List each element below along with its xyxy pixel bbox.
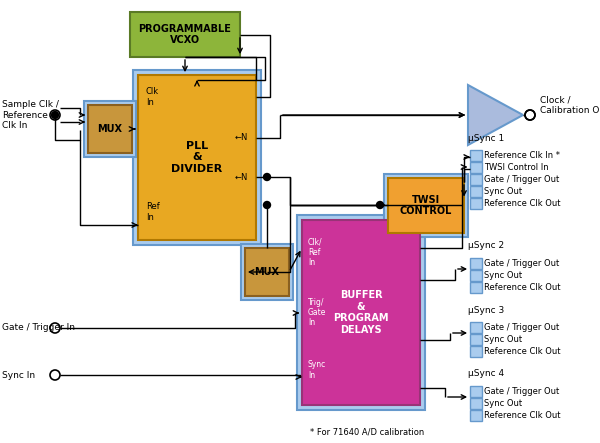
Bar	[470, 174, 482, 185]
Text: Gate / Trigger In: Gate / Trigger In	[2, 323, 75, 333]
Polygon shape	[468, 85, 523, 145]
Text: MUX: MUX	[97, 124, 122, 134]
Bar	[470, 334, 482, 345]
Bar	[133, 70, 261, 245]
Text: Trig/
Gate
In: Trig/ Gate In	[308, 298, 326, 327]
Bar	[470, 386, 482, 397]
Text: Sample Clk /
Reference
Clk In: Sample Clk / Reference Clk In	[2, 100, 59, 130]
Text: Reference Clk In *: Reference Clk In *	[484, 151, 560, 159]
Text: TWSI
CONTROL: TWSI CONTROL	[400, 195, 452, 216]
Text: Reference Clk Out: Reference Clk Out	[484, 283, 560, 291]
Text: Gate / Trigger Out: Gate / Trigger Out	[484, 323, 559, 331]
Text: Sync Out: Sync Out	[484, 187, 522, 195]
Bar	[138, 75, 256, 240]
Bar	[470, 282, 482, 293]
Text: ←N: ←N	[235, 173, 248, 182]
Text: BUFFER
&
PROGRAM
DELAYS: BUFFER & PROGRAM DELAYS	[333, 290, 389, 335]
Text: Sync Out: Sync Out	[484, 334, 522, 343]
Bar	[470, 410, 482, 421]
Bar	[88, 105, 132, 153]
Text: Reference Clk Out: Reference Clk Out	[484, 198, 560, 207]
Text: * For 71640 A/D calibration: * For 71640 A/D calibration	[310, 427, 424, 436]
Circle shape	[52, 112, 59, 118]
Bar	[384, 174, 468, 237]
Text: µSync 1: µSync 1	[468, 134, 504, 143]
Text: µSync 2: µSync 2	[468, 241, 504, 250]
Bar	[470, 346, 482, 357]
Text: Sync Out: Sync Out	[484, 399, 522, 408]
Bar	[470, 162, 482, 173]
Bar	[470, 398, 482, 409]
Bar	[470, 186, 482, 197]
Bar	[470, 150, 482, 161]
Bar	[470, 270, 482, 281]
Text: Clk/
Ref
In: Clk/ Ref In	[308, 237, 323, 267]
Bar	[84, 101, 136, 157]
Text: µSync 4: µSync 4	[468, 369, 504, 378]
Bar	[302, 220, 420, 405]
Circle shape	[263, 174, 271, 180]
Text: Sync In: Sync In	[2, 370, 35, 380]
Bar	[388, 178, 464, 233]
Bar	[245, 248, 289, 296]
Text: Gate / Trigger Out: Gate / Trigger Out	[484, 175, 559, 183]
Bar	[470, 322, 482, 333]
Bar	[470, 258, 482, 269]
Bar	[241, 244, 293, 300]
Text: Clock /
Calibration Out: Clock / Calibration Out	[540, 95, 600, 115]
Text: Sync
In: Sync In	[308, 360, 326, 380]
Text: ←N: ←N	[235, 133, 248, 142]
Bar	[130, 12, 240, 57]
Circle shape	[377, 202, 383, 209]
Text: Reference Clk Out: Reference Clk Out	[484, 346, 560, 355]
Bar	[297, 215, 425, 410]
Circle shape	[263, 202, 271, 209]
Text: Clk
In: Clk In	[146, 87, 159, 107]
Text: µSync 3: µSync 3	[468, 306, 504, 315]
Text: MUX: MUX	[254, 267, 280, 277]
Text: Gate / Trigger Out: Gate / Trigger Out	[484, 386, 559, 396]
Text: Reference Clk Out: Reference Clk Out	[484, 411, 560, 420]
Text: PROGRAMMABLE
VCXO: PROGRAMMABLE VCXO	[139, 23, 232, 45]
Bar	[470, 198, 482, 209]
Text: Gate / Trigger Out: Gate / Trigger Out	[484, 259, 559, 268]
Text: TWSI Control In: TWSI Control In	[484, 163, 548, 171]
Text: PLL
&
DIVIDER: PLL & DIVIDER	[172, 141, 223, 174]
Text: Sync Out: Sync Out	[484, 271, 522, 280]
Text: Ref
In: Ref In	[146, 202, 160, 222]
